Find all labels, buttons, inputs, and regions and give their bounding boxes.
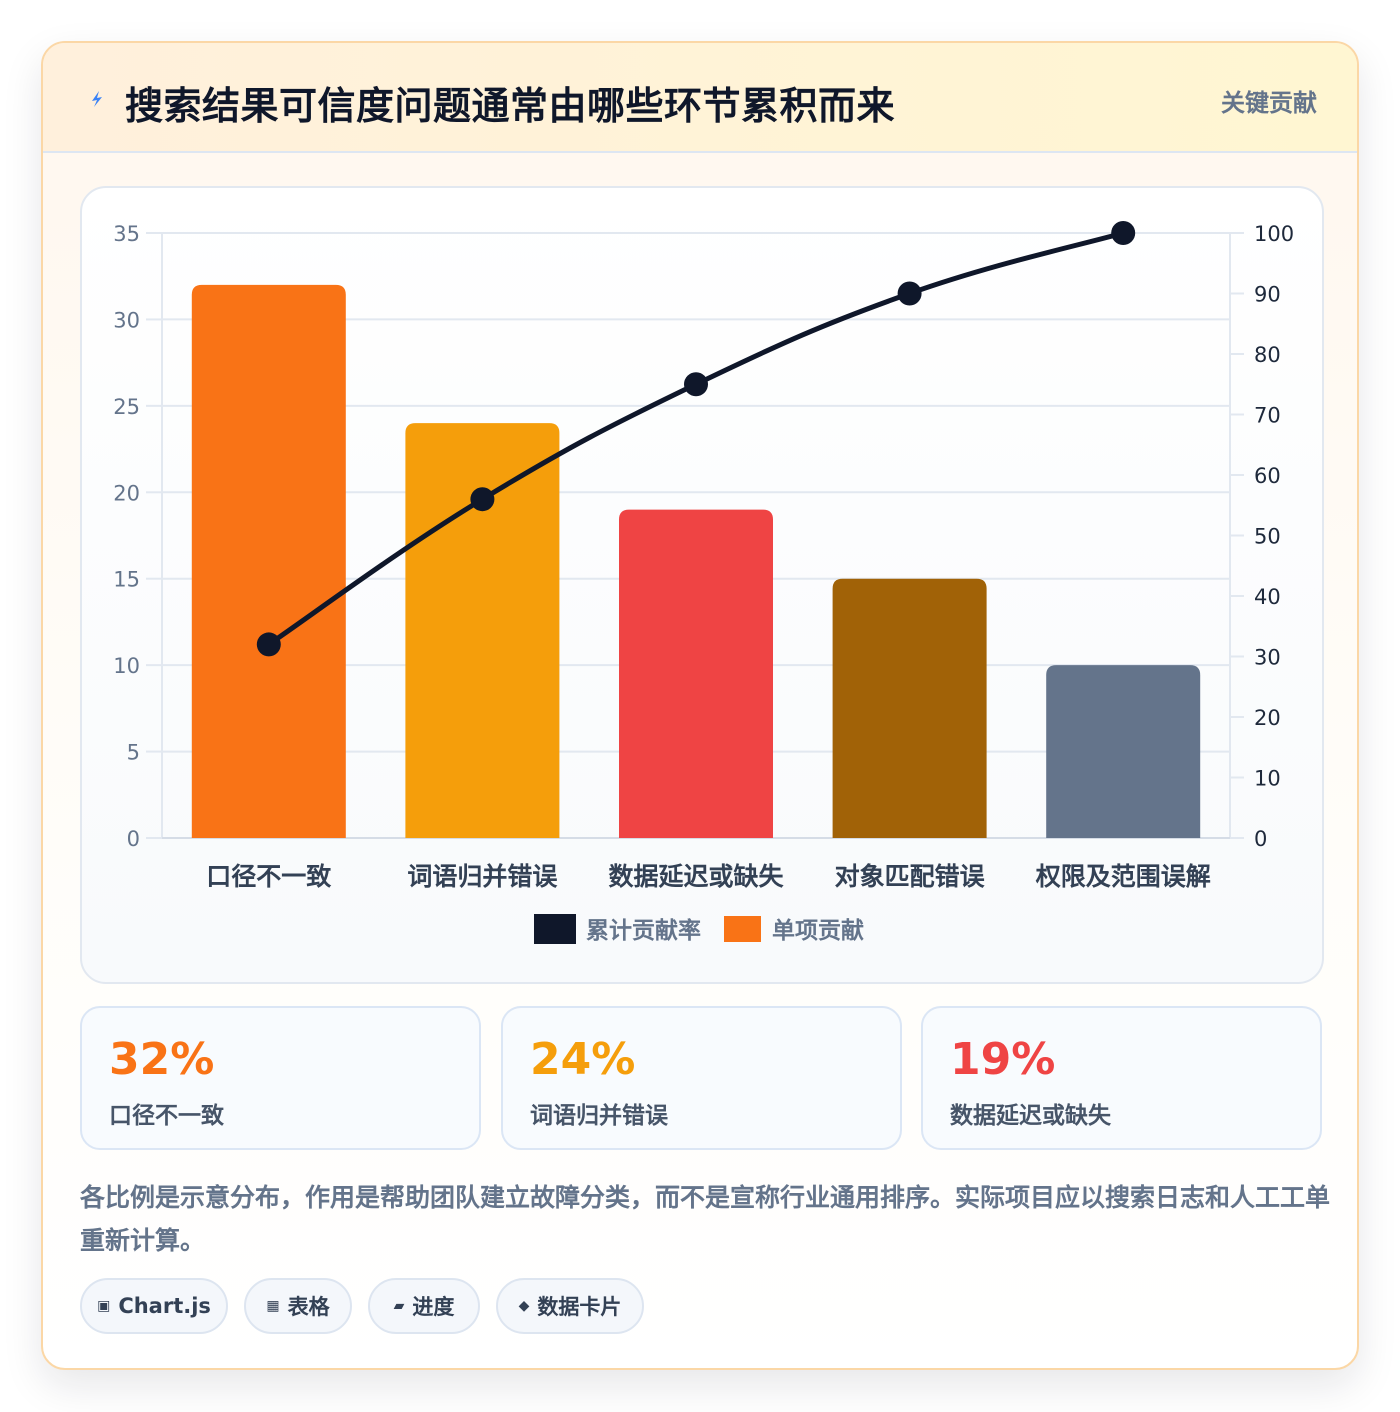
stat-value: 24% [530, 1034, 636, 1085]
bar [1046, 665, 1201, 838]
y-left-tick-label: 10 [113, 654, 140, 678]
pareto-chart: 0 5 10 15 20 25 30 35 0 10 20 30 40 50 60 70 80 90 100 口径不一… [113, 221, 1294, 944]
stat-label: 口径不一致 [109, 1103, 224, 1129]
y-right-tick-label: 90 [1254, 283, 1281, 307]
progress-icon: ▰ [393, 1298, 405, 1314]
cumulative-point [1111, 221, 1136, 245]
cumulative-point [470, 487, 495, 512]
cumulative-point [897, 281, 922, 306]
cumulative-point [256, 632, 281, 657]
chart-icon: ▣ [97, 1298, 111, 1314]
x-tick-label: 对象匹配错误 [835, 862, 986, 891]
legend-label: 单项贡献 [772, 918, 864, 944]
y-right-tick-label: 10 [1254, 767, 1281, 791]
chip-label: 数据卡片 [537, 1295, 622, 1319]
bar [832, 578, 987, 838]
cumulative-point [684, 372, 708, 397]
y-right-tick-label: 30 [1254, 646, 1281, 670]
y-left-tick-label: 5 [127, 741, 140, 765]
stat-card-1: 32% 口径不一致 [80, 1006, 481, 1150]
chart-panel: 0 5 10 15 20 25 30 35 0 10 20 30 40 50 60 70 80 90 100 口径不一… [80, 186, 1324, 984]
lightning-icon [92, 91, 102, 107]
legend-swatch [724, 916, 761, 942]
chip-label: Chart.js [118, 1294, 211, 1318]
x-tick-label: 权限及范围误解 [1035, 862, 1211, 891]
legend-label: 累计贡献率 [586, 917, 701, 944]
y-left-tick-label: 25 [113, 395, 140, 419]
diamond-icon: ◆ [518, 1298, 530, 1314]
bar [191, 284, 346, 838]
y-right-tick-label: 40 [1254, 585, 1281, 609]
bar [619, 509, 773, 838]
card-header: 搜索结果可信度问题通常由哪些环节累积而来 关键贡献 [43, 43, 1357, 153]
y-left-tick-label: 35 [113, 222, 140, 246]
x-tick-label: 数据延迟或缺失 [608, 862, 784, 891]
chip-label: 进度 [412, 1295, 455, 1319]
x-tick-label: 口径不一致 [206, 862, 332, 891]
y-right-tick-label: 0 [1254, 827, 1267, 851]
chip-progress[interactable]: ▰ 进度 [368, 1278, 480, 1334]
y-right-tick-label: 20 [1254, 706, 1281, 730]
y-right-tick-label: 70 [1254, 404, 1281, 428]
stat-card-3: 19% 数据延迟或缺失 [921, 1006, 1322, 1150]
x-tick-label: 词语归并错误 [407, 862, 558, 891]
y-right-tick-label: 60 [1254, 464, 1281, 488]
chip-table[interactable]: ▦ 表格 [244, 1278, 352, 1334]
page-title: 搜索结果可信度问题通常由哪些环节累积而来 [125, 84, 896, 128]
chip-data-card[interactable]: ◆ 数据卡片 [496, 1278, 644, 1334]
stat-card-2: 24% 词语归并错误 [501, 1006, 902, 1150]
bar [405, 423, 560, 838]
y-left-tick-label: 15 [113, 568, 140, 592]
y-left-tick-label: 0 [127, 827, 140, 851]
chip-label: 表格 [287, 1295, 330, 1319]
y-left-tick-label: 30 [113, 308, 140, 332]
stat-value: 32% [109, 1034, 215, 1085]
stat-label: 词语归并错误 [530, 1103, 668, 1129]
y-right-tick-label: 50 [1254, 525, 1281, 549]
y-left-tick-label: 20 [113, 481, 140, 505]
footnote: 各比例是示意分布，作用是帮助团队建立故障分类，而不是宣称行业通用排序。实际项目应… [80, 1183, 1331, 1255]
table-icon: ▦ [266, 1298, 280, 1314]
stat-value: 19% [950, 1034, 1056, 1085]
header-tag: 关键贡献 [1221, 89, 1317, 117]
y-right-tick-label: 80 [1254, 343, 1281, 367]
y-right-tick-label: 100 [1254, 222, 1294, 246]
main-card: 搜索结果可信度问题通常由哪些环节累积而来 关键贡献 0 5 10 15 20 25 30 35… [41, 41, 1359, 1370]
stat-label: 数据延迟或缺失 [950, 1103, 1111, 1129]
legend-swatch [534, 914, 576, 944]
chip-chartjs[interactable]: ▣ Chart.js [80, 1278, 228, 1334]
